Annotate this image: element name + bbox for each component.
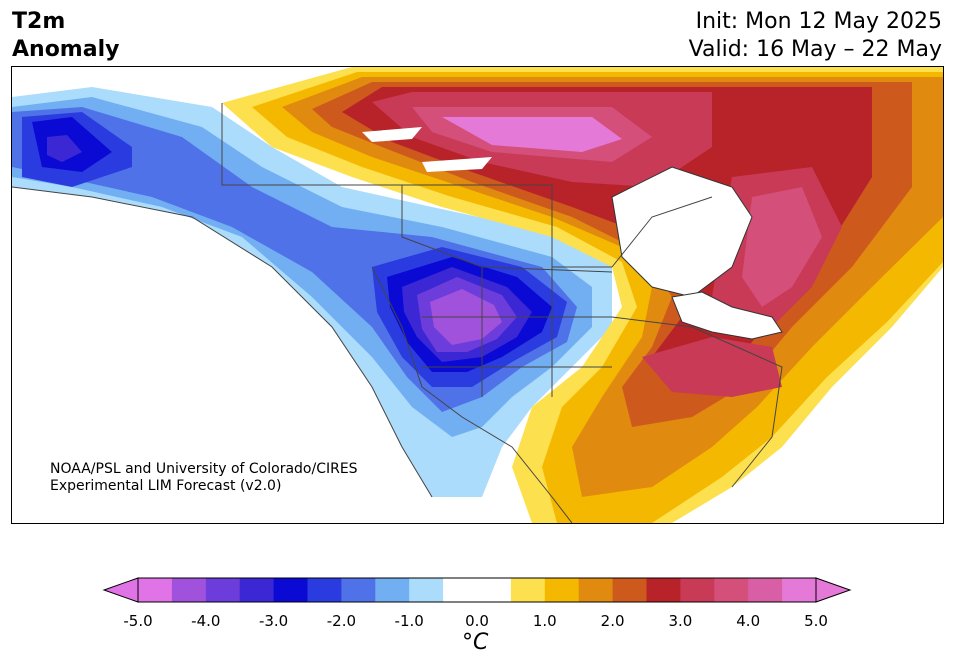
init-date: Init: Mon 12 May 2025 (695, 9, 942, 34)
title-line-1: T2m (12, 9, 66, 34)
border-lines (12, 103, 783, 523)
credit-line-2: Experimental LIM Forecast (v2.0) (50, 478, 282, 494)
colorbar-tick-label: 4.0 (736, 612, 761, 630)
colorbar-bin (138, 578, 173, 602)
colorbar-bin (748, 578, 783, 602)
map-title: T2m Anomaly (12, 8, 119, 64)
colorbar-extend-high (815, 577, 852, 603)
colorbar-tick-label: -2.0 (326, 612, 357, 630)
colorbar-bin (171, 578, 207, 602)
credit-text: NOAA/PSL and University of Colorado/CIRE… (50, 461, 358, 495)
colorbar-bin (443, 578, 478, 602)
colorbar-bin (477, 578, 512, 602)
colorbar-bin (307, 578, 342, 602)
colorbar-bin (375, 578, 410, 602)
colorbar-bin (612, 578, 647, 602)
anomaly-map: NOAA/PSL and University of Colorado/CIRE… (11, 66, 944, 524)
colorbar-bin (544, 578, 580, 602)
colorbar-bin (409, 578, 444, 602)
colorbar-bin (205, 578, 241, 602)
map-canvas (12, 67, 943, 523)
valid-range: Valid: 16 May – 22 May (688, 37, 942, 62)
colorbar-tick-label: -4.0 (191, 612, 221, 630)
water-bodies (362, 127, 783, 340)
colorbar (0, 570, 954, 610)
colorbar-bin (578, 578, 614, 602)
colorbar-bin (782, 578, 817, 602)
colorbar-tick-label: 0.0 (465, 612, 489, 630)
colorbar-unit: °C (462, 630, 489, 655)
colorbar-tick-label: 2.0 (600, 612, 625, 630)
colorbar-bin (510, 578, 546, 602)
credit-line-1: NOAA/PSL and University of Colorado/CIRE… (50, 461, 358, 477)
date-info: Init: Mon 12 May 2025 Valid: 16 May – 22… (689, 8, 942, 64)
colorbar-tick-label: 5.0 (804, 612, 828, 630)
colorbar-bin (341, 578, 376, 602)
colorbar-border (137, 577, 817, 603)
colorbar-ticks: -5.0 -4.0 -3.0 -2.0 -1.0 0.0 1.0 2.0 3.0 4.0 5.0 (0, 612, 954, 632)
colorbar-tick-label: -5.0 (123, 612, 153, 630)
colorbar-tick-label: 3.0 (668, 612, 693, 630)
colorbar-extend-low (102, 577, 139, 603)
colorbar-bin (646, 578, 681, 602)
colorbar-bin (273, 578, 308, 602)
title-line-2: Anomaly (12, 37, 120, 62)
colorbar-bin (680, 578, 715, 602)
colorbar-tick-label: -1.0 (394, 612, 424, 630)
colorbar-bin (714, 578, 749, 602)
colorbar-bin (239, 578, 275, 602)
cold-anomaly-region (12, 87, 612, 497)
colorbar-tick-label: -3.0 (258, 612, 289, 630)
colorbar-svg (102, 577, 852, 603)
colorbar-tick-label: 1.0 (532, 612, 557, 630)
